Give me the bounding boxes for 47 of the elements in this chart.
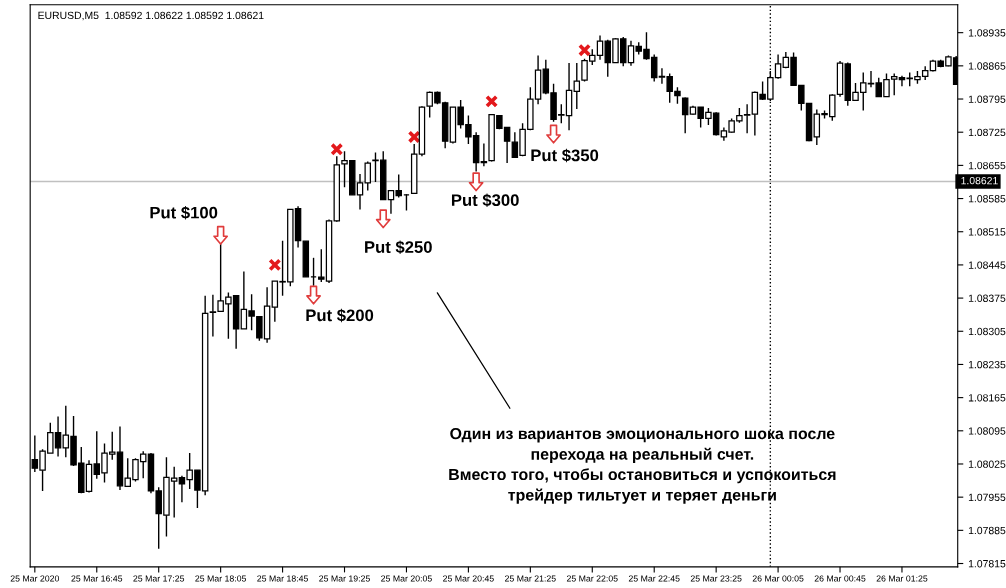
y-tick-label: 1.08585 — [968, 195, 1006, 203]
annotation: Put $300 — [451, 193, 519, 208]
candlestick — [681, 96, 689, 134]
x-tick-label: 26 Mar 00:05 — [752, 575, 804, 582]
x-tick-label: 25 Mar 18:45 — [257, 575, 308, 582]
annotation: Put $350 — [531, 148, 599, 163]
point — [268, 258, 282, 272]
x-tick-label: 26 Mar 01:25 — [876, 575, 928, 582]
x-tick-label: 26 Mar 00:45 — [814, 575, 866, 582]
point — [407, 130, 421, 144]
y-tick-label: 1.07955 — [968, 493, 1006, 502]
x-tick-label: 25 Mar 23:25 — [690, 575, 742, 582]
y-tick-label: 1.08095 — [968, 427, 1006, 435]
y-tick-label: 1.08515 — [968, 228, 1006, 236]
ref-line-label: 1.08621 — [961, 176, 998, 185]
x-tick-label: 25 Mar 20:45 — [443, 575, 494, 582]
x-tick-label: 25 Mar 22:05 — [566, 575, 618, 582]
x-tick-label: 25 Mar 20:05 — [381, 575, 432, 582]
y-tick-label: 1.08865 — [968, 62, 1006, 70]
annotation: Put $100 — [150, 206, 218, 220]
y-tick-label: 1.08235 — [968, 360, 1006, 369]
y-tick-label: 1.07815 — [968, 560, 1006, 568]
y-tick-label: 1.08305 — [968, 327, 1006, 336]
y-tick-label: 1.08445 — [968, 261, 1006, 269]
y-tick-label: 1.08795 — [968, 95, 1006, 103]
y-tick-label: 1.08165 — [968, 394, 1006, 402]
x-tick-label: 25 Mar 21:25 — [505, 575, 556, 582]
y-tick-label: 1.08655 — [968, 161, 1006, 170]
point — [485, 94, 499, 108]
annotation: Put $250 — [365, 240, 432, 255]
x-tick-label: 25 Mar 16:45 — [71, 575, 123, 582]
y-tick-label: 1.08725 — [968, 128, 1006, 137]
x-tick-label: 25 Mar 18:05 — [195, 575, 247, 582]
point — [330, 142, 344, 156]
y-tick-label: 1.08375 — [968, 294, 1006, 302]
y-tick-label: 1.08025 — [968, 460, 1006, 468]
annotation: Один из вариантов эмоционального шока после перехода на реальный счет. Вместо того, чтобы остановиться и успокоиться трейдер тильтует и теряет деньги — [449, 427, 836, 504]
annotation: Put $200 — [306, 308, 374, 323]
point — [578, 43, 591, 57]
candlestick — [480, 142, 488, 168]
x-tick-label: 25 Mar 17:25 — [133, 575, 185, 582]
x-tick-label: 25 Mar 2020 — [10, 575, 60, 582]
x-tick-label: 25 Mar 19:25 — [319, 575, 370, 582]
y-tick-label: 1.07885 — [968, 526, 1006, 535]
text: EURUSD,M5 1.08592 1.08622 1.08592 1.08621 — [38, 11, 264, 21]
x-tick-label: 25 Mar 22:45 — [628, 575, 680, 582]
y-tick-label: 1.08935 — [968, 29, 1006, 37]
